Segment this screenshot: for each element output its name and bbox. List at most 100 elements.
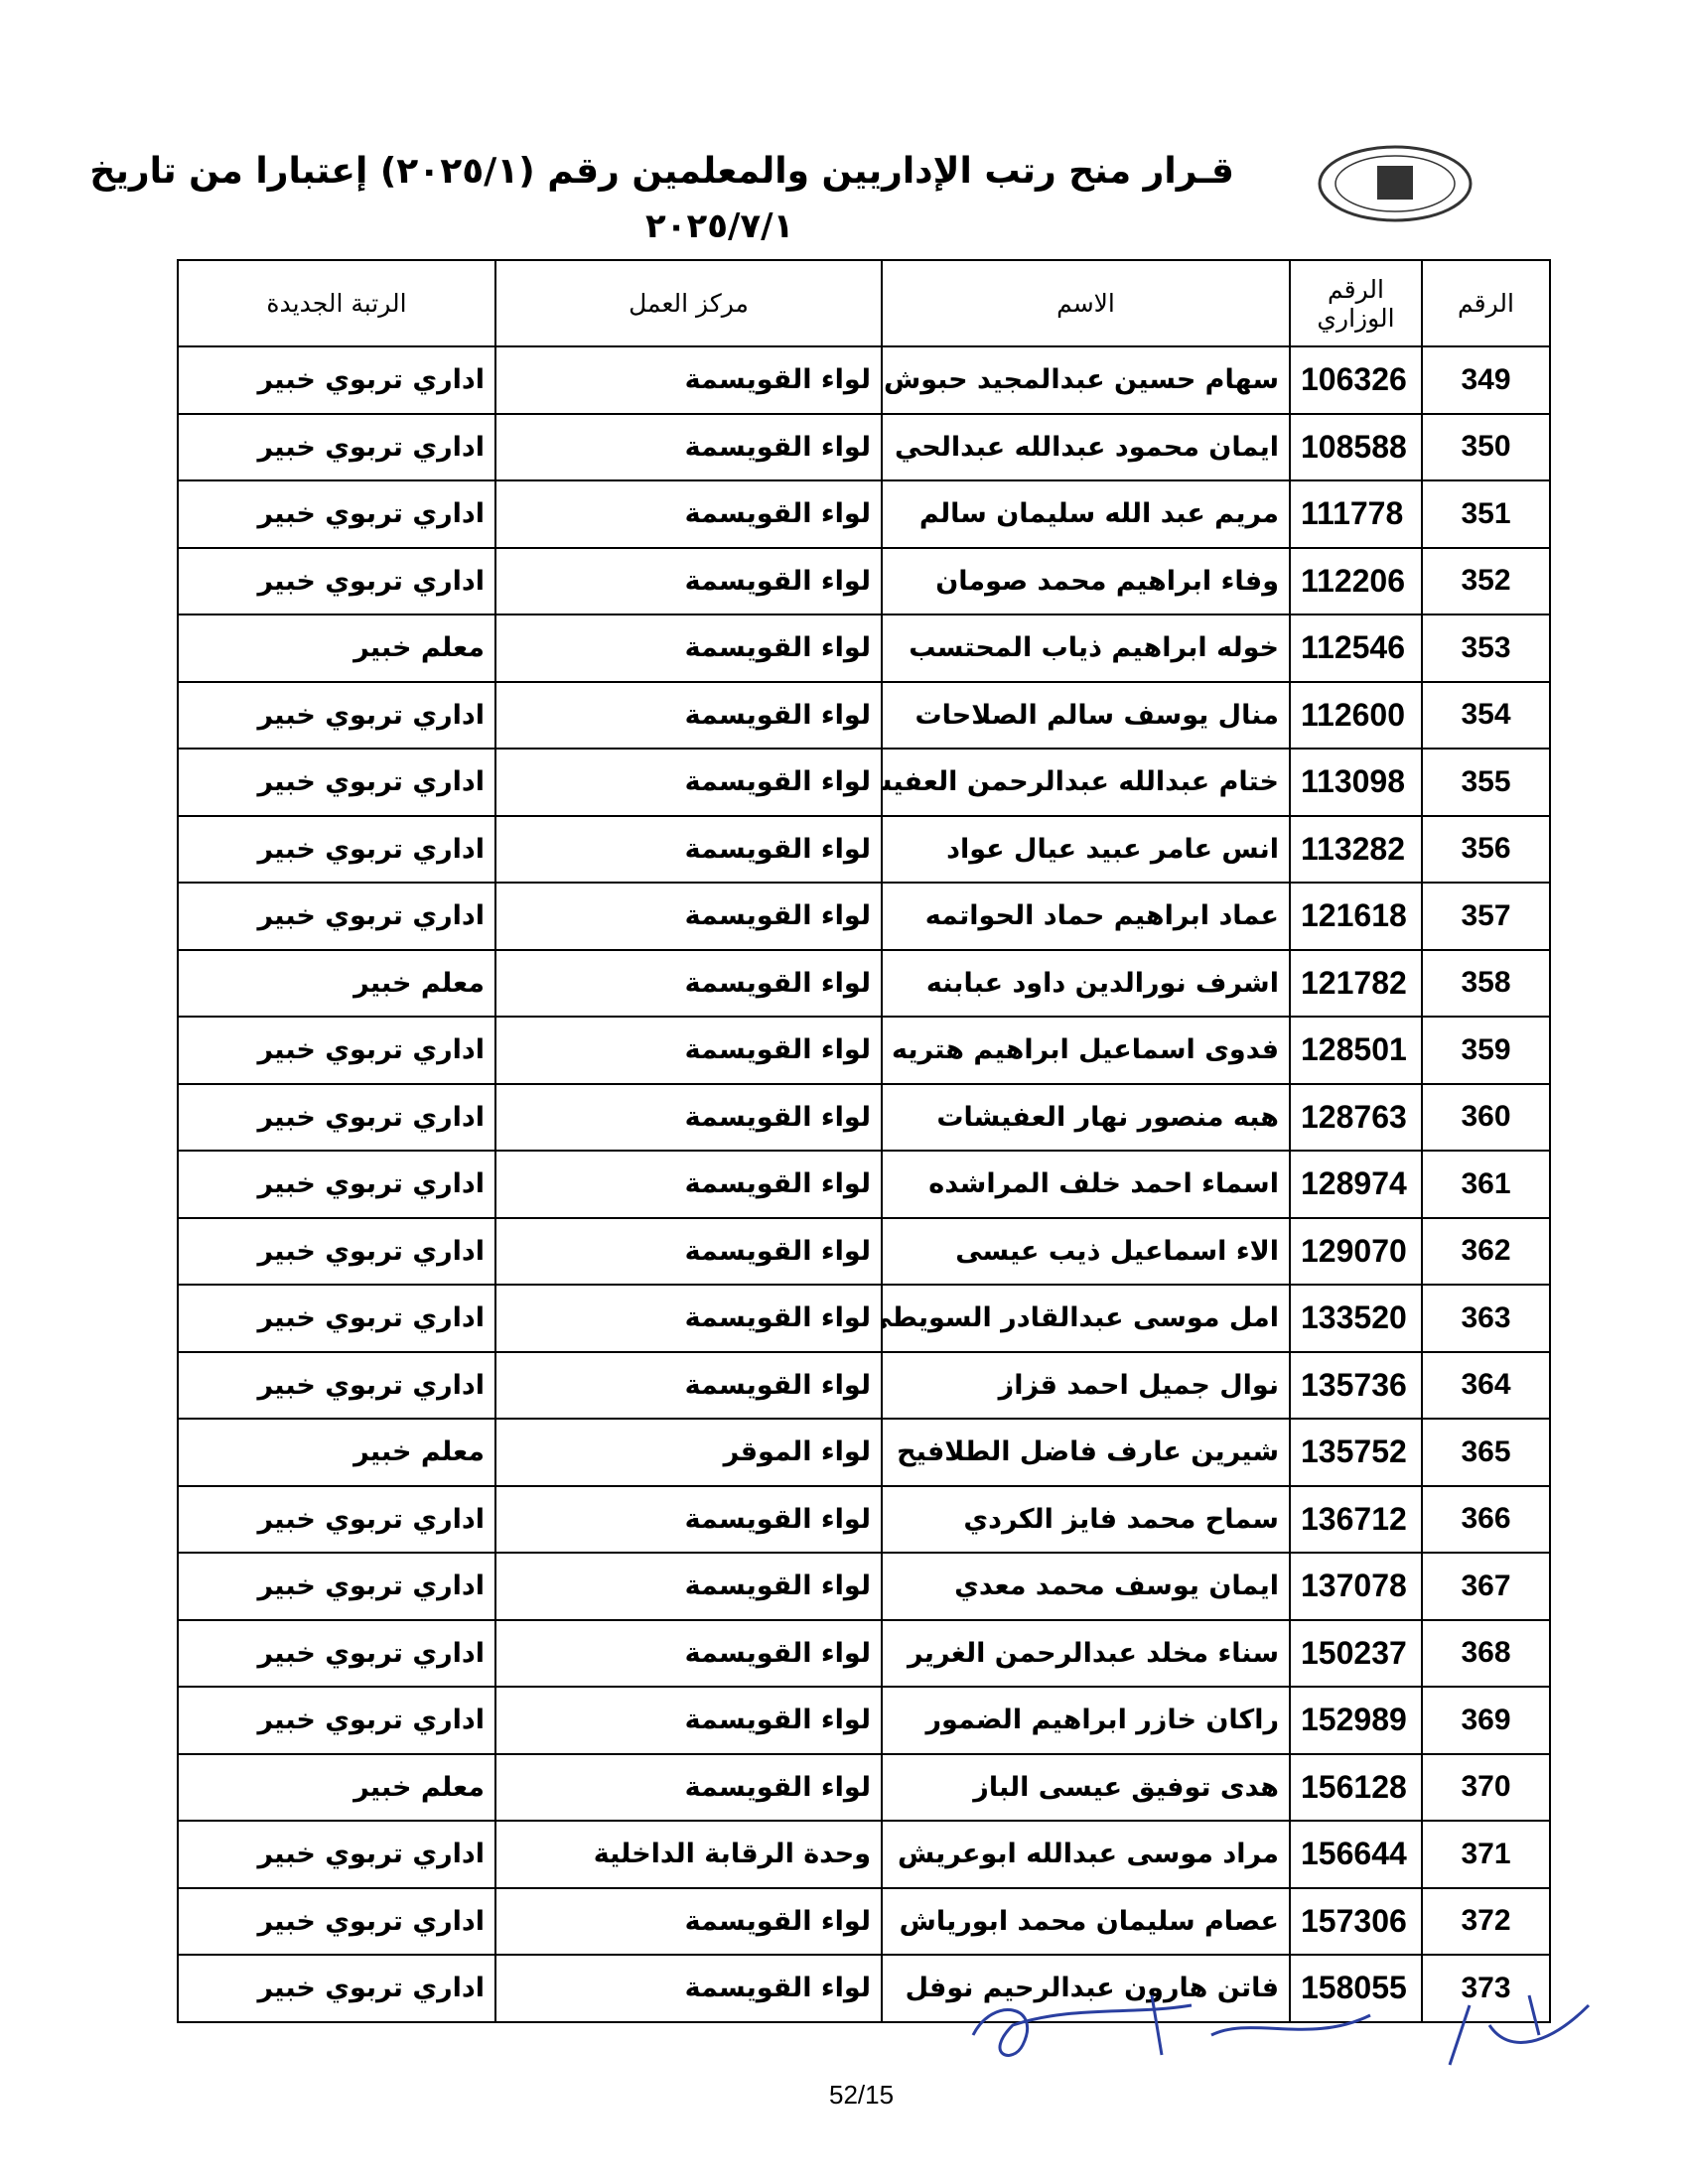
table-cell: 112546 bbox=[1289, 614, 1423, 683]
table-cell: لواء القويسمة bbox=[494, 1350, 883, 1420]
table-cell: هبه منصور نهار العفيشات bbox=[881, 1082, 1291, 1152]
table-cell: 367 bbox=[1421, 1552, 1551, 1621]
table-row: 364 135736 نوال جميل احمد قزاز لواء القويسم… bbox=[177, 1350, 1551, 1420]
page-number: 52/15 bbox=[829, 2080, 895, 2110]
table-cell: فاتن هارون عبدالرحيم نوفل bbox=[881, 1954, 1291, 2023]
table-cell: 369 bbox=[1421, 1686, 1551, 1755]
table-row: 371 156644 مراد موسى عبدالله ابوعريش وحدة ا… bbox=[177, 1820, 1551, 1889]
signatures bbox=[971, 1994, 1591, 2066]
table-cell: 372 bbox=[1421, 1886, 1551, 1956]
table-row: 353 112546 خوله ابراهيم ذياب المحتسب لواء ا… bbox=[177, 614, 1551, 683]
table-cell: 129070 bbox=[1289, 1216, 1423, 1286]
table-cell: لواء القويسمة bbox=[494, 1150, 883, 1219]
table-row: 350 108588 ايمان محمود عبدالله عبدالحي لواء… bbox=[177, 412, 1551, 481]
table-cell: 121618 bbox=[1289, 882, 1423, 951]
table-cell: 365 bbox=[1421, 1418, 1551, 1487]
table-row: 373 158055 فاتن هارون عبدالرحيم نوفل لواء ا… bbox=[177, 1954, 1551, 2023]
column-header: الرقم الوزاري bbox=[1289, 259, 1423, 347]
table-cell: وحدة الرقابة الداخلية bbox=[494, 1820, 883, 1889]
table-cell: اداري تربوي خبير bbox=[177, 1552, 496, 1621]
table-cell: سماح محمد فايز الكردي bbox=[881, 1484, 1291, 1554]
table-cell: لواء الموقر bbox=[494, 1418, 883, 1487]
table-cell: لواء القويسمة bbox=[494, 814, 883, 884]
table-cell: 112600 bbox=[1289, 680, 1423, 750]
table-body: 349 106326 سهام حسين عبدالمجيد حبوش لواء ال… bbox=[177, 345, 1551, 2023]
table-cell: اداري تربوي خبير bbox=[177, 1618, 496, 1688]
table-cell: 363 bbox=[1421, 1284, 1551, 1353]
table-cell: امل موسى عبدالقادر السويطي bbox=[881, 1284, 1291, 1353]
table-cell: نوال جميل احمد قزاز bbox=[881, 1350, 1291, 1420]
table-row: 352 112206 وفاء ابراهيم محمد صومان لواء الق… bbox=[177, 546, 1551, 615]
column-header: مركز العمل bbox=[494, 259, 883, 347]
table-row: 359 128501 فدوى اسماعيل ابراهيم هتريه لواء … bbox=[177, 1016, 1551, 1085]
table-row: 360 128763 هبه منصور نهار العفيشات لواء الق… bbox=[177, 1082, 1551, 1152]
table-cell: خوله ابراهيم ذياب المحتسب bbox=[881, 614, 1291, 683]
table-cell: 135752 bbox=[1289, 1418, 1423, 1487]
table-cell: 137078 bbox=[1289, 1552, 1423, 1621]
table-cell: عصام سليمان محمد ابورياش bbox=[881, 1886, 1291, 1956]
table-row: 361 128974 اسماء احمد خلف المراشده لواء الق… bbox=[177, 1150, 1551, 1219]
table-cell: مريم عبد الله سليمان سالم bbox=[881, 479, 1291, 549]
table-row: 372 157306 عصام سليمان محمد ابورياش لواء ال… bbox=[177, 1886, 1551, 1956]
table-cell: 108588 bbox=[1289, 412, 1423, 481]
table-cell: 373 bbox=[1421, 1954, 1551, 2023]
table-cell: اداري تربوي خبير bbox=[177, 1686, 496, 1755]
table-row: 354 112600 منال يوسف سالم الصلاحات لواء الق… bbox=[177, 680, 1551, 750]
table-cell: اداري تربوي خبير bbox=[177, 345, 496, 415]
table-cell: 358 bbox=[1421, 948, 1551, 1018]
table-cell: هدى توفيق عيسى الباز bbox=[881, 1752, 1291, 1822]
table-row: 358 121782 اشرف نورالدين داود عبابنه لواء ا… bbox=[177, 948, 1551, 1018]
table-cell: مراد موسى عبدالله ابوعريش bbox=[881, 1820, 1291, 1889]
table-cell: 152989 bbox=[1289, 1686, 1423, 1755]
table-cell: فدوى اسماعيل ابراهيم هتريه bbox=[881, 1016, 1291, 1085]
table-cell: ايمان يوسف محمد معدي bbox=[881, 1552, 1291, 1621]
table-row: 365 135752 شيرين عارف فاضل الطلافيح لواء ال… bbox=[177, 1418, 1551, 1487]
table-cell: 158055 bbox=[1289, 1954, 1423, 2023]
table-row: 356 113282 انس عامر عبيد عيال عواد لواء الق… bbox=[177, 814, 1551, 884]
table-cell: اداري تربوي خبير bbox=[177, 1820, 496, 1889]
table-row: 370 156128 هدى توفيق عيسى الباز لواء القويس… bbox=[177, 1752, 1551, 1822]
table-cell: معلم خبير bbox=[177, 1418, 496, 1487]
table-cell: سهام حسين عبدالمجيد حبوش bbox=[881, 345, 1291, 415]
table-row: 369 152989 راكان خازر ابراهيم الضمور لواء ا… bbox=[177, 1686, 1551, 1755]
table-row: 349 106326 سهام حسين عبدالمجيد حبوش لواء ال… bbox=[177, 345, 1551, 415]
table-cell: 351 bbox=[1421, 479, 1551, 549]
table-cell: 352 bbox=[1421, 546, 1551, 615]
table-cell: لواء القويسمة bbox=[494, 1886, 883, 1956]
table-cell: لواء القويسمة bbox=[494, 546, 883, 615]
date: ٢٠٢٥/٧/١ bbox=[645, 206, 794, 246]
table-cell: 135736 bbox=[1289, 1350, 1423, 1420]
table-cell: لواء القويسمة bbox=[494, 1686, 883, 1755]
table-cell: 112206 bbox=[1289, 546, 1423, 615]
table-cell: ختام عبدالله عبدالرحمن العفيشات bbox=[881, 748, 1291, 817]
table-cell: 350 bbox=[1421, 412, 1551, 481]
table-cell: معلم خبير bbox=[177, 614, 496, 683]
table-cell: 349 bbox=[1421, 345, 1551, 415]
table-row: 367 137078 ايمان يوسف محمد معدي لواء القويس… bbox=[177, 1552, 1551, 1621]
column-header: الاسم bbox=[881, 259, 1291, 347]
table-row: 357 121618 عماد ابراهيم حماد الحواتمه لواء … bbox=[177, 882, 1551, 951]
logo bbox=[1318, 145, 1473, 222]
table-cell: اداري تربوي خبير bbox=[177, 1016, 496, 1085]
table-cell: اداري تربوي خبير bbox=[177, 412, 496, 481]
table-row: 351 111778 مريم عبد الله سليمان سالم لواء ا… bbox=[177, 479, 1551, 549]
table-cell: 133520 bbox=[1289, 1284, 1423, 1353]
table-cell: 128501 bbox=[1289, 1016, 1423, 1085]
table-cell: اداري تربوي خبير bbox=[177, 1150, 496, 1219]
table-cell: اشرف نورالدين داود عبابنه bbox=[881, 948, 1291, 1018]
table-cell: ايمان محمود عبدالله عبدالحي bbox=[881, 412, 1291, 481]
table-cell: 106326 bbox=[1289, 345, 1423, 415]
table-cell: 361 bbox=[1421, 1150, 1551, 1219]
table-cell: انس عامر عبيد عيال عواد bbox=[881, 814, 1291, 884]
table-cell: لواء القويسمة bbox=[494, 1552, 883, 1621]
table-cell: 354 bbox=[1421, 680, 1551, 750]
table-cell: 360 bbox=[1421, 1082, 1551, 1152]
table-cell: 355 bbox=[1421, 748, 1551, 817]
header-row: الرقم الرقم الوزاري الاسم مركز العمل الرتبة … bbox=[177, 259, 1551, 347]
table-cell: منال يوسف سالم الصلاحات bbox=[881, 680, 1291, 750]
table-cell: 353 bbox=[1421, 614, 1551, 683]
table-cell: لواء القويسمة bbox=[494, 748, 883, 817]
table-cell: اداري تربوي خبير bbox=[177, 1886, 496, 1956]
